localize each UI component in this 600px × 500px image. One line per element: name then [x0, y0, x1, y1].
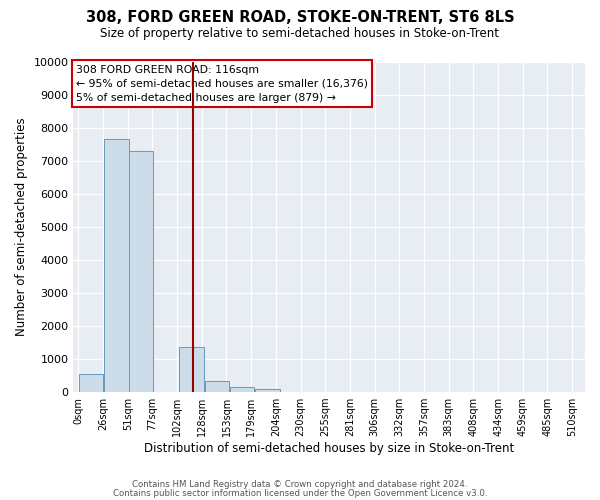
- Bar: [129, 151, 153, 392]
- Bar: [79, 374, 103, 392]
- Bar: [179, 348, 203, 392]
- Bar: [230, 387, 254, 392]
- X-axis label: Distribution of semi-detached houses by size in Stoke-on-Trent: Distribution of semi-detached houses by …: [144, 442, 514, 455]
- Bar: [205, 380, 229, 392]
- Text: Contains HM Land Registry data © Crown copyright and database right 2024.: Contains HM Land Registry data © Crown c…: [132, 480, 468, 489]
- Y-axis label: Number of semi-detached properties: Number of semi-detached properties: [15, 118, 28, 336]
- Text: Contains public sector information licensed under the Open Government Licence v3: Contains public sector information licen…: [113, 489, 487, 498]
- Bar: [255, 389, 280, 392]
- Text: 308, FORD GREEN ROAD, STOKE-ON-TRENT, ST6 8LS: 308, FORD GREEN ROAD, STOKE-ON-TRENT, ST…: [86, 10, 514, 25]
- Text: 308 FORD GREEN ROAD: 116sqm
← 95% of semi-detached houses are smaller (16,376)
5: 308 FORD GREEN ROAD: 116sqm ← 95% of sem…: [76, 65, 368, 103]
- Text: Size of property relative to semi-detached houses in Stoke-on-Trent: Size of property relative to semi-detach…: [101, 28, 499, 40]
- Bar: [104, 139, 128, 392]
